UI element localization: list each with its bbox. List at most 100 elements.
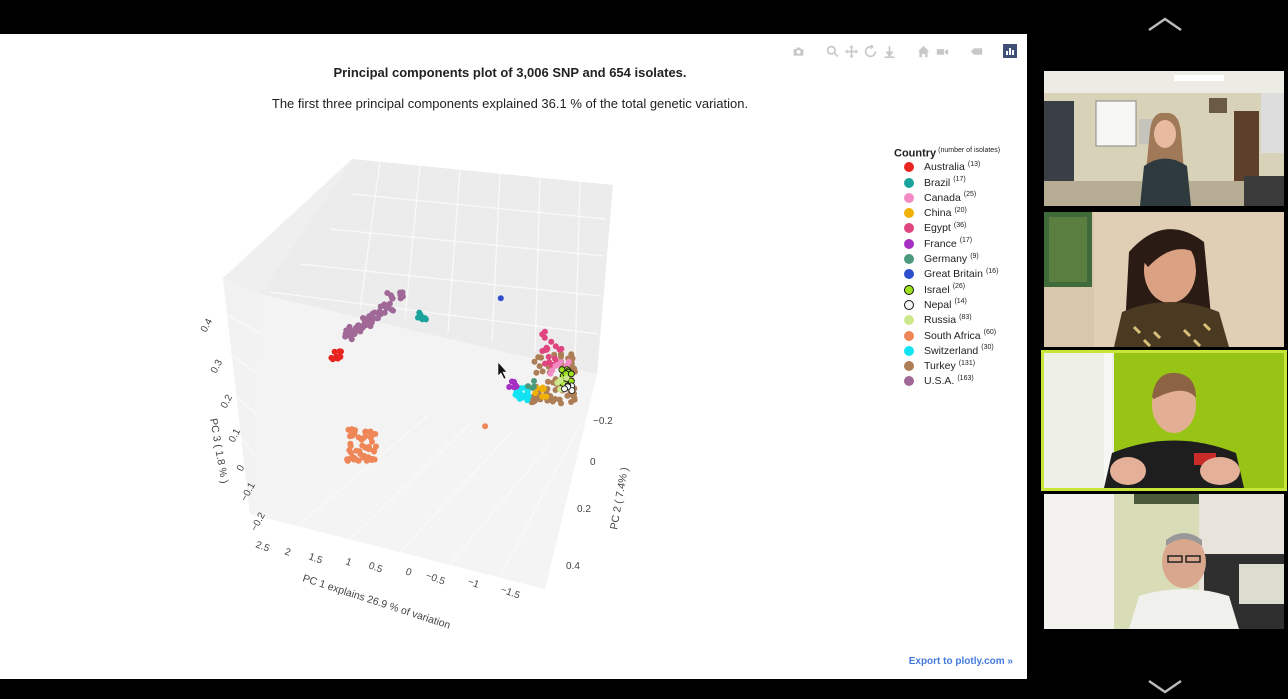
scatter-point [541,334,548,341]
scatter-point [535,354,542,361]
legend-item-nepal[interactable]: Nepal (14) [894,297,1024,312]
legend-item-count: (163) [957,374,974,382]
scatter-point [388,294,395,301]
export-to-plotly-link[interactable]: Export to plotly.com » [908,656,1013,667]
pc1-tick-label: 2.5 [254,539,271,554]
legend-item-label: Turkey [924,360,956,373]
legend-item-count: (36) [953,221,967,229]
legend-marker-icon [904,238,914,249]
scatter-point [345,332,352,339]
legend-item-label: Brazil [924,176,951,189]
legend-item-label: Russia [924,314,957,327]
pc1-tick-label: −0.5 [424,570,447,587]
pc2-tick-label: −0.2 [593,416,613,427]
legend-item-turkey[interactable]: Turkey (131) [894,359,1024,374]
legend-marker-icon [904,376,914,387]
scatter-point [531,358,538,365]
legend-item-australia[interactable]: Australia (13) [894,160,1024,175]
scatter-point [363,457,370,464]
scatter-point [561,385,568,393]
legend-marker-icon [904,269,914,280]
scatter-point [518,392,525,399]
scatter-point [368,430,374,437]
scatter-point [384,290,391,296]
scatter-point [511,378,517,385]
scatter-point [539,393,546,400]
legend-marker-icon [904,299,914,310]
scroll-up-chevron-icon[interactable] [1145,14,1185,34]
video-tile-4[interactable] [1044,494,1284,629]
scatter-point [388,306,395,313]
scatter-point [355,434,362,441]
hover-toggle-icon[interactable] [969,44,983,58]
legend-subtitle: (number of isolates) [938,147,1001,154]
legend-item-egypt[interactable]: Egypt (36) [894,221,1024,236]
pc1-tick-label: 2 [283,546,292,558]
participant-woman-closeup [1044,212,1284,347]
video-tile-2[interactable] [1044,212,1284,347]
orbit-icon[interactable] [863,44,877,58]
legend-item-china[interactable]: China (20) [894,206,1024,221]
legend-items: Australia (13) Brazil (17) Canada (25) China (2… [894,160,1024,389]
scatter-point [347,440,354,447]
scatter-point [518,385,525,392]
scatter-point [417,312,423,319]
zoom-icon[interactable] [825,44,839,58]
scatter-point [558,400,564,407]
turntable-icon[interactable] [882,44,896,58]
scatter-point [512,391,519,398]
scatter-point [351,430,358,437]
legend-item-canada[interactable]: Canada (25) [894,190,1024,205]
legend-item-label: France [924,237,957,250]
legend-item-germany[interactable]: Germany (9) [894,251,1024,266]
pan-icon[interactable] [844,44,858,58]
legend-item-great-britain[interactable]: Great Britain (16) [894,267,1024,282]
scatter-point [536,363,543,370]
pc1-tick-label: −1.5 [499,584,522,601]
legend-item-israel[interactable]: Israel (26) [894,282,1024,297]
pc2-tick-label: 0 [590,457,596,468]
pc2-axis-title: PC 2 ( 7.4% ) [608,466,631,530]
legend-item-russia[interactable]: Russia (83) [894,313,1024,328]
video-tile-1[interactable] [1044,71,1284,206]
legend-item-label: Great Britain [924,268,983,281]
scatter-point [532,390,539,397]
legend-marker-icon [904,208,914,219]
legend-item-label: Canada [924,191,961,204]
legend-title: Country (number of isolates) [894,147,1024,160]
scatter-point [554,361,561,368]
legend-item-switzerland[interactable]: Switzerland (30) [894,343,1024,358]
camera-icon[interactable] [791,44,805,58]
scene-planes [223,159,613,589]
legend-item-brazil[interactable]: Brazil (17) [894,175,1024,190]
scatter-point [351,331,358,337]
video-tile-3[interactable] [1041,350,1287,491]
scatter-point [368,457,375,463]
legend-item-count: (83) [959,313,972,321]
home-icon[interactable] [916,44,930,58]
scatter-point [524,397,531,404]
scroll-down-chevron-icon[interactable] [1145,676,1185,696]
pca-3d-scene[interactable]: 2.5 2 1.5 1 0.5 0 −0.5 −1 −1.5 PC 1 expl… [0,34,1027,679]
legend-item-south-africa[interactable]: South Africa (60) [894,328,1024,343]
legend-item-u-s-a[interactable]: U.S.A. (163) [894,374,1024,389]
legend-item-count: (13) [967,160,981,168]
pc3-tick-label: 0 [235,463,248,473]
pc2-tick-label: 0.2 [577,504,591,515]
scatter-point [376,309,383,316]
legend-item-france[interactable]: France (17) [894,236,1024,251]
scatter-point [344,457,351,464]
pc2-tick-label: 0.4 [566,561,580,572]
scatter-point [506,384,513,390]
plotly-logo-icon[interactable] [1003,44,1017,58]
scatter-point [556,346,563,353]
reset-camera-icon[interactable] [935,44,949,58]
legend-item-count: (25) [963,191,977,199]
scatter-point [565,358,572,365]
pc3-axis-title: PC 3 ( 1.8 % ) [207,417,230,484]
legend-item-label: China [924,207,952,220]
scatter-point [384,305,390,311]
scatter-point [482,423,489,430]
scatter-point [529,384,536,391]
legend-item-count: (20) [954,206,967,214]
